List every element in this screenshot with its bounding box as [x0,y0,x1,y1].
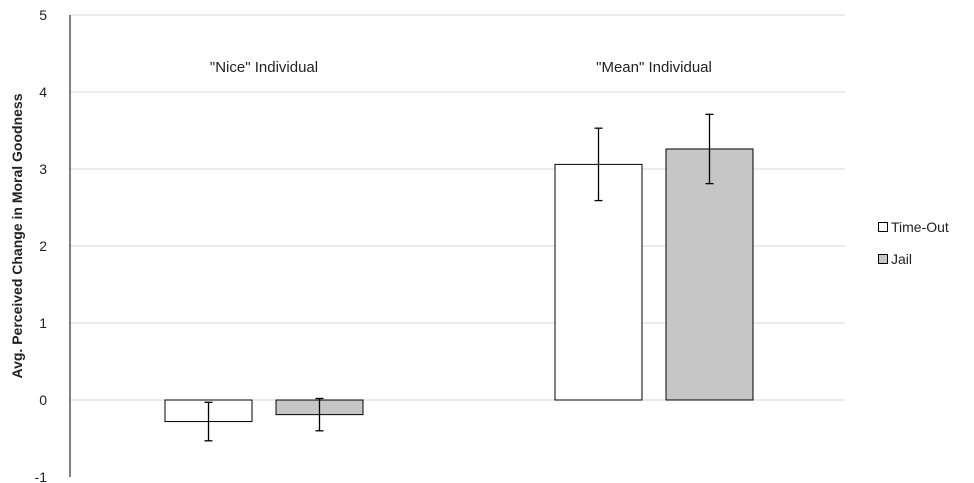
error-bar-time-out-0 [204,401,213,442]
y-tick-label: 1 [39,315,47,331]
legend-swatch-jail [878,254,888,264]
bar-jail-1 [665,148,754,401]
error-bars [204,113,714,442]
y-tick-label: 5 [39,7,47,23]
bars [164,148,754,423]
y-axis-label: Avg. Perceived Change in Moral Goodness [9,93,25,378]
error-bar-time-out-1 [594,127,603,202]
legend-swatch-time-out [878,222,888,232]
y-tick-label: 0 [39,392,47,408]
error-bar-jail-1 [705,113,714,185]
category-label-1: "Mean" Individual [596,59,712,76]
y-tick-label: 3 [39,161,47,177]
legend-label-time-out: Time-Out [891,219,949,235]
legend-item-time-out: Time-Out [878,217,949,237]
y-tick-label: 2 [39,238,47,254]
y-tick-labels: -1 0 1 2 3 4 5 [35,7,48,483]
y-tick-label: -1 [35,469,48,483]
category-labels: "Nice" Individual "Mean" Individual [210,59,712,76]
bar-time-out-1 [554,163,643,401]
legend-label-jail: Jail [891,251,913,267]
y-tick-label: 4 [39,84,47,100]
error-bar-jail-0 [315,397,324,432]
legend: Time-Out Jail [878,217,949,281]
legend-item-jail: Jail [878,249,949,269]
category-label-0: "Nice" Individual [210,59,318,76]
